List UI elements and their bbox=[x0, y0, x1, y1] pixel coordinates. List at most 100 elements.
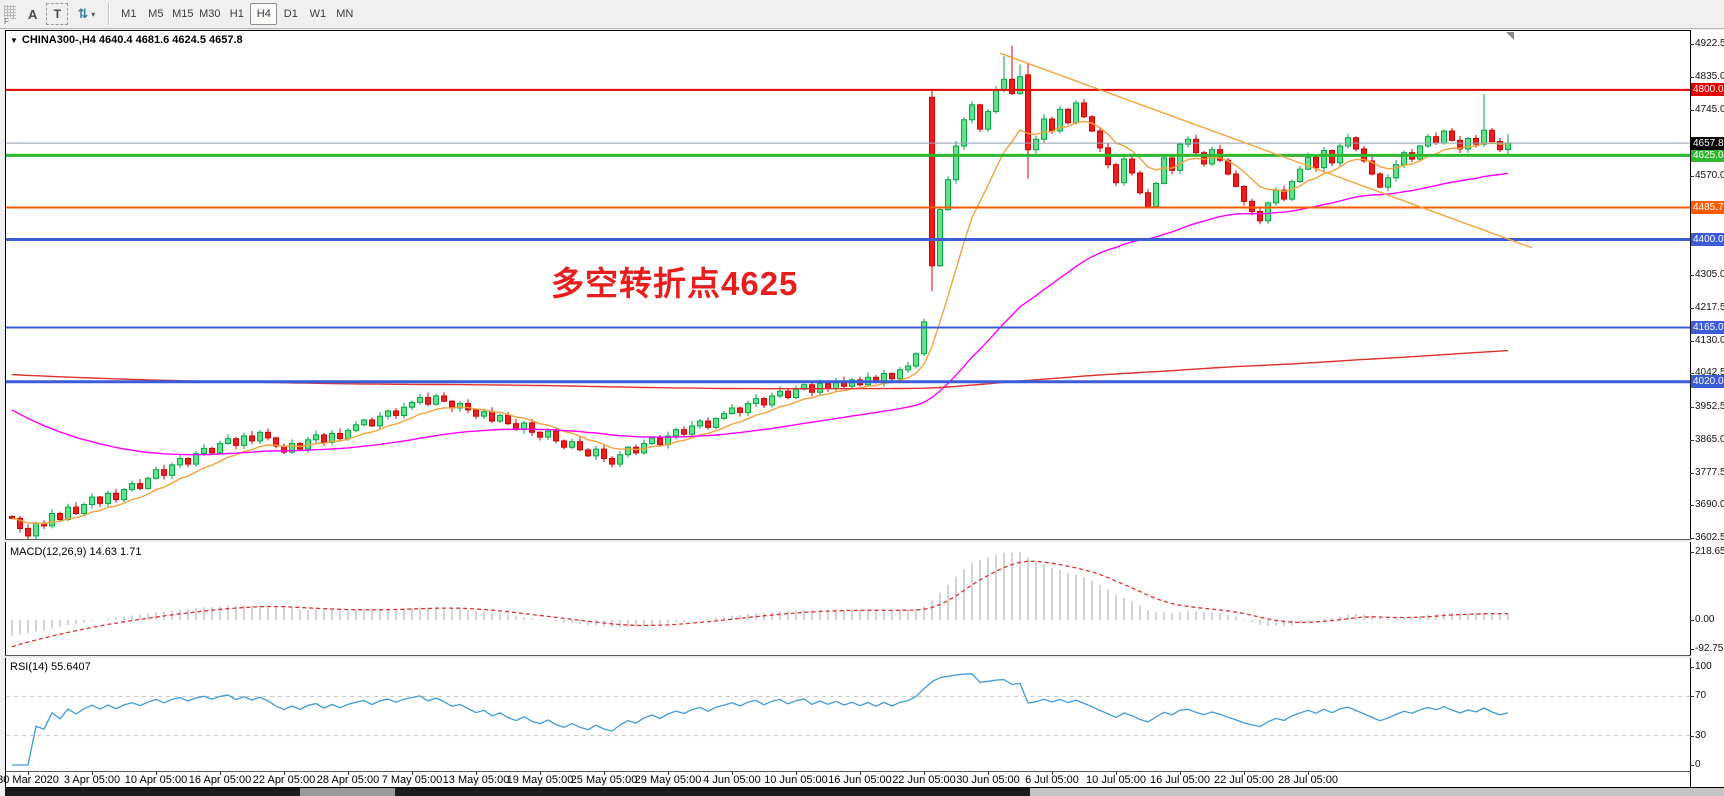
price-badge-4800.0: 4800.0 bbox=[1691, 83, 1724, 96]
timeframe-button-m30[interactable]: M30 bbox=[196, 3, 223, 25]
macd-0-tick bbox=[1690, 620, 1694, 621]
rsi-100-tick bbox=[1690, 667, 1694, 668]
time-label: 10 Jul 05:00 bbox=[1086, 774, 1146, 786]
time-label: 22 Jul 05:00 bbox=[1214, 774, 1274, 786]
chart-annotation-text: 多空转折点4625 bbox=[551, 265, 799, 302]
timeframe-button-m5[interactable]: M5 bbox=[142, 3, 169, 25]
time-axis-separator bbox=[5, 771, 1691, 772]
time-label: 30 Jun 05:00 bbox=[956, 774, 1020, 786]
chevron-down-icon: ▾ bbox=[91, 9, 96, 19]
time-label: 16 Jun 05:00 bbox=[828, 774, 892, 786]
price-4835-label: 4835.0 bbox=[1695, 71, 1724, 82]
macd-0-label: 0.00 bbox=[1695, 614, 1715, 625]
time-tick bbox=[668, 772, 669, 775]
timeframe-button-mn[interactable]: MN bbox=[331, 3, 358, 25]
time-tick bbox=[476, 772, 477, 775]
time-label: 16 Apr 05:00 bbox=[188, 774, 252, 786]
time-label: 25 May 05:00 bbox=[570, 774, 638, 786]
price-3602.5-tick bbox=[1690, 538, 1694, 539]
time-label: 10 Apr 05:00 bbox=[124, 774, 188, 786]
time-tick bbox=[284, 772, 285, 775]
time-label: 28 Jul 05:00 bbox=[1278, 774, 1338, 786]
price-4217.5-tick bbox=[1690, 308, 1694, 309]
scrollbar-thumb[interactable] bbox=[300, 788, 395, 796]
price-3777.5-tick bbox=[1690, 473, 1694, 474]
rsi-label: RSI(14) 55.6407 bbox=[10, 661, 91, 673]
descending-trendline[interactable] bbox=[999, 52, 1533, 249]
macd-signal-line bbox=[11, 560, 1509, 648]
macd-histogram bbox=[11, 552, 1509, 636]
main-chart-panel bbox=[6, 45, 1690, 539]
price-4570-tick bbox=[1690, 176, 1694, 177]
toolbar-separator bbox=[108, 3, 111, 25]
price-4570-label: 4570.0 bbox=[1695, 170, 1724, 181]
macd--92.75-label: -92.75 bbox=[1695, 643, 1724, 654]
rsi-70-tick bbox=[1690, 696, 1694, 697]
toolbar: F A T ⇅ ▾ M1 M5 M15 M30 H1 H4 D1 W1 MN bbox=[0, 0, 1724, 29]
time-label: 22 Jun 05:00 bbox=[892, 774, 956, 786]
macd-layer bbox=[11, 552, 1509, 648]
rsi-line bbox=[12, 673, 1509, 766]
price-4042.5-tick bbox=[1690, 373, 1694, 374]
time-tick bbox=[988, 772, 989, 775]
chart-border-left bbox=[5, 30, 6, 788]
ma-fast-line bbox=[11, 120, 1509, 525]
ma-medium-line bbox=[11, 172, 1509, 456]
timeframe-button-h1[interactable]: H1 bbox=[223, 3, 250, 25]
panel-separator[interactable] bbox=[5, 655, 1691, 656]
time-label: 29 May 05:00 bbox=[634, 774, 702, 786]
macd--92.75-tick bbox=[1690, 649, 1694, 650]
macd-218.65-label: 218.65 bbox=[1695, 546, 1724, 557]
timeframe-button-h4[interactable]: H4 bbox=[250, 3, 278, 25]
chart-ohlc-values: 4640.4 4681.6 4624.5 4657.8 bbox=[98, 34, 243, 46]
time-tick bbox=[1308, 772, 1309, 775]
price-4922.5-label: 4922.5 bbox=[1695, 38, 1724, 49]
scrollbar-track-dark bbox=[5, 788, 300, 796]
price-3952.5-tick bbox=[1690, 407, 1694, 408]
time-tick bbox=[412, 772, 413, 775]
toolbar-dock-grip[interactable]: F bbox=[4, 5, 20, 26]
price-badge-4020.0: 4020.0 bbox=[1691, 375, 1724, 388]
time-tick bbox=[604, 772, 605, 775]
price-3602.5-label: 3602.5 bbox=[1695, 532, 1724, 543]
text-tool-button[interactable]: T bbox=[46, 3, 69, 25]
panel-separator[interactable] bbox=[5, 539, 1691, 540]
time-label: 28 Apr 05:00 bbox=[316, 774, 380, 786]
cycle-arrows-icon: ⇅ bbox=[77, 6, 89, 21]
time-label: 6 Jul 05:00 bbox=[1025, 774, 1079, 786]
time-label: 4 Jun 05:00 bbox=[703, 774, 761, 786]
time-label: 22 Apr 05:00 bbox=[252, 774, 316, 786]
time-tick bbox=[796, 772, 797, 775]
price-3952.5-label: 3952.5 bbox=[1695, 401, 1724, 412]
cycle-tool-button[interactable]: ⇅ ▾ bbox=[70, 3, 102, 25]
price-3865-label: 3865.0 bbox=[1695, 434, 1724, 445]
timeframe-button-d1[interactable]: D1 bbox=[277, 3, 304, 25]
rsi-0-tick bbox=[1690, 765, 1694, 766]
price-axis-separator bbox=[1690, 30, 1691, 788]
panel-separator-fill bbox=[5, 656, 1691, 658]
dock-label: F bbox=[4, 17, 11, 26]
chart-shift-marker[interactable] bbox=[1506, 32, 1514, 40]
timeframe-button-m1[interactable]: M1 bbox=[115, 3, 142, 25]
horizontal-scrollbar[interactable] bbox=[5, 788, 1724, 796]
time-tick bbox=[28, 772, 29, 775]
collapse-arrow-icon[interactable]: ▼ bbox=[10, 36, 18, 45]
time-tick bbox=[924, 772, 925, 775]
scrollbar-track-light bbox=[1030, 788, 1724, 796]
timeframe-button-w1[interactable]: W1 bbox=[304, 3, 331, 25]
annotation-tool-button[interactable]: A bbox=[21, 3, 44, 25]
rsi-70-label: 70 bbox=[1695, 690, 1707, 701]
time-tick bbox=[1244, 772, 1245, 775]
price-4922.5-tick bbox=[1690, 44, 1694, 45]
time-tick bbox=[348, 772, 349, 775]
rsi-panel bbox=[6, 673, 1690, 766]
price-4305-label: 4305.0 bbox=[1695, 269, 1724, 280]
price-3690-tick bbox=[1690, 505, 1694, 506]
price-4745-label: 4745.0 bbox=[1695, 104, 1724, 115]
price-4042.5-label: 4042.5 bbox=[1695, 367, 1724, 378]
time-label: 16 Jul 05:00 bbox=[1150, 774, 1210, 786]
price-badge-4400.0: 4400.0 bbox=[1691, 233, 1724, 246]
timeframe-button-m15[interactable]: M15 bbox=[169, 3, 196, 25]
time-label: 30 Mar 2020 bbox=[0, 774, 59, 786]
